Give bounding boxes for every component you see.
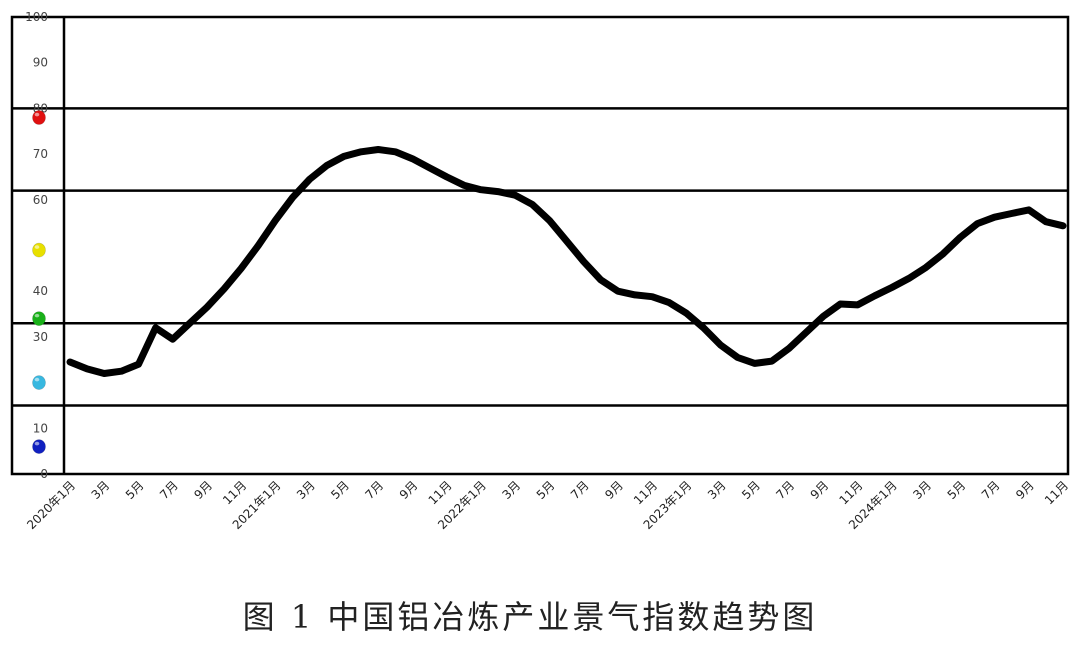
series-layer: [66, 146, 1067, 377]
x-tick-label: 5月: [328, 478, 352, 502]
y-tick-label: 70: [33, 147, 48, 161]
y-tick-label: 40: [33, 284, 48, 298]
y-tick-label: 30: [33, 330, 48, 344]
x-tick-label: 7月: [157, 478, 181, 502]
y-tick-label: 60: [33, 193, 48, 207]
figure-caption: 图 1 中国铝冶炼产业景气指数趋势图: [242, 598, 818, 636]
zone-marker-dot: [32, 375, 46, 390]
x-tick-label: 9月: [1013, 478, 1037, 502]
plot-frame: [10, 15, 1070, 476]
x-tick-label: 11月: [220, 478, 249, 507]
zone-marker-dot: [32, 439, 46, 454]
zone-markers: [32, 110, 46, 454]
x-tick-label: 7月: [979, 478, 1003, 502]
x-tick-label: 5月: [739, 478, 763, 502]
x-tick-label: 3月: [910, 478, 934, 502]
x-tick-label: 3月: [294, 478, 318, 502]
x-tick-label: 7月: [363, 478, 387, 502]
x-tick-label: 3月: [89, 478, 113, 502]
x-tick-label: 9月: [397, 478, 421, 502]
zone-marker-dot: [32, 242, 46, 258]
zone-marker-highlight: [34, 245, 40, 249]
x-tick-label: 2020年1月: [24, 478, 78, 532]
x-tick-label: 11月: [836, 478, 865, 507]
x-tick-label: 9月: [191, 478, 215, 502]
y-tick-label: 0: [40, 467, 48, 481]
zone-marker-highlight: [34, 313, 40, 318]
x-tick-label: 3月: [705, 478, 729, 502]
x-tick-label: 7月: [568, 478, 592, 502]
y-tick-label: 90: [33, 56, 48, 70]
x-tick-label: 5月: [534, 478, 558, 502]
x-tick-label: 9月: [808, 478, 832, 502]
x-tick-label: 11月: [1042, 478, 1071, 507]
x-tick-label: 11月: [426, 478, 455, 507]
series-line: [66, 146, 1067, 377]
x-tick-label: 3月: [499, 478, 523, 502]
x-tick-label: 5月: [123, 478, 147, 502]
zone-marker-dot: [32, 110, 46, 125]
y-tick-label: 10: [33, 421, 48, 435]
y-tick-label: 100: [25, 10, 48, 24]
x-tick-label: 11月: [631, 478, 660, 507]
zone-marker-highlight: [34, 377, 40, 382]
x-tick-label: 9月: [602, 478, 626, 502]
x-tick-label: 7月: [773, 478, 797, 502]
x-tick-label: 5月: [945, 478, 969, 502]
zone-marker-highlight: [34, 112, 40, 117]
zone-marker-dot: [32, 311, 46, 326]
zone-marker-highlight: [34, 441, 40, 446]
